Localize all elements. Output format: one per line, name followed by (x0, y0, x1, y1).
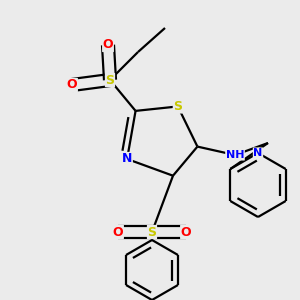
Text: N: N (122, 152, 132, 166)
Text: S: S (173, 100, 182, 113)
Text: O: O (67, 79, 77, 92)
Text: S: S (106, 74, 115, 86)
Text: S: S (148, 226, 157, 238)
Text: O: O (113, 226, 123, 238)
Text: NH: NH (226, 150, 244, 160)
Text: N: N (254, 148, 262, 158)
Text: O: O (103, 38, 113, 52)
Text: O: O (181, 226, 191, 238)
